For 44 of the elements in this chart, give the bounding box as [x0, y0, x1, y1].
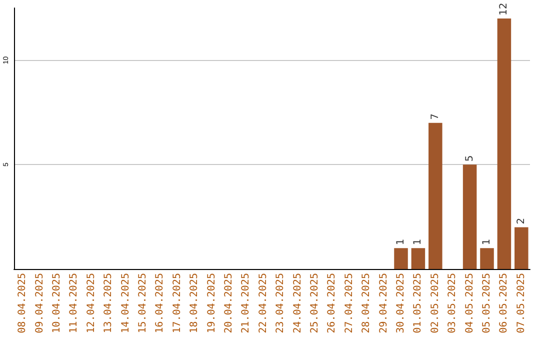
- x-tick-label: 08.04.2025: [17, 273, 28, 334]
- data-label: 1: [396, 238, 406, 246]
- data-label: 7: [430, 113, 441, 120]
- x-tick-label: 10.04.2025: [52, 273, 62, 334]
- bar: [394, 248, 408, 269]
- bar: [462, 164, 477, 269]
- x-tick-label: 11.04.2025: [68, 273, 80, 334]
- x-tick-label: 26.04.2025: [326, 273, 338, 334]
- data-label: 2: [516, 218, 527, 224]
- data-label: 12: [498, 2, 510, 16]
- x-tick-label: 19.04.2025: [206, 273, 218, 334]
- x-tick-label: 04.05.2025: [464, 273, 476, 334]
- data-label: 1: [412, 238, 424, 246]
- data-label: 5: [464, 155, 476, 162]
- x-tick-label: 28.04.2025: [361, 273, 372, 334]
- x-tick-label: 27.04.2025: [344, 273, 355, 334]
- x-tick-label: 22.04.2025: [258, 273, 269, 334]
- x-tick-label: 03.05.2025: [447, 273, 458, 334]
- x-tick-label: 09.04.2025: [34, 273, 46, 334]
- x-tick-label: 14.04.2025: [120, 273, 132, 334]
- x-tick-label: 25.04.2025: [310, 273, 320, 334]
- data-label: 1: [482, 238, 492, 246]
- x-tick-label: 16.04.2025: [154, 273, 166, 334]
- x-tick-label: 20.04.2025: [224, 273, 234, 334]
- x-tick-label: 24.04.2025: [292, 273, 304, 334]
- bar: [480, 248, 494, 269]
- x-tick-label: 06.05.2025: [498, 273, 510, 334]
- x-tick-label: 17.04.2025: [172, 273, 183, 334]
- bar: [497, 18, 512, 269]
- x-tick-label: 23.04.2025: [275, 273, 286, 334]
- x-tick-label: 15.04.2025: [138, 273, 148, 334]
- bar: [428, 122, 442, 269]
- x-tick-label: 13.04.2025: [103, 273, 114, 334]
- x-tick-label: 07.05.2025: [516, 273, 527, 334]
- x-tick-label: 30.04.2025: [396, 273, 406, 334]
- x-tick-label: 05.05.2025: [482, 273, 492, 334]
- x-tick-label: 12.04.2025: [86, 273, 97, 334]
- bar: [514, 227, 528, 269]
- x-tick-label: 01.05.2025: [412, 273, 424, 334]
- x-tick-label: 02.05.2025: [430, 273, 441, 334]
- x-tick-label: 21.04.2025: [240, 273, 252, 334]
- x-tick-label: 29.04.2025: [378, 273, 390, 334]
- x-tick-label: 18.04.2025: [189, 273, 200, 334]
- bar: [411, 248, 426, 269]
